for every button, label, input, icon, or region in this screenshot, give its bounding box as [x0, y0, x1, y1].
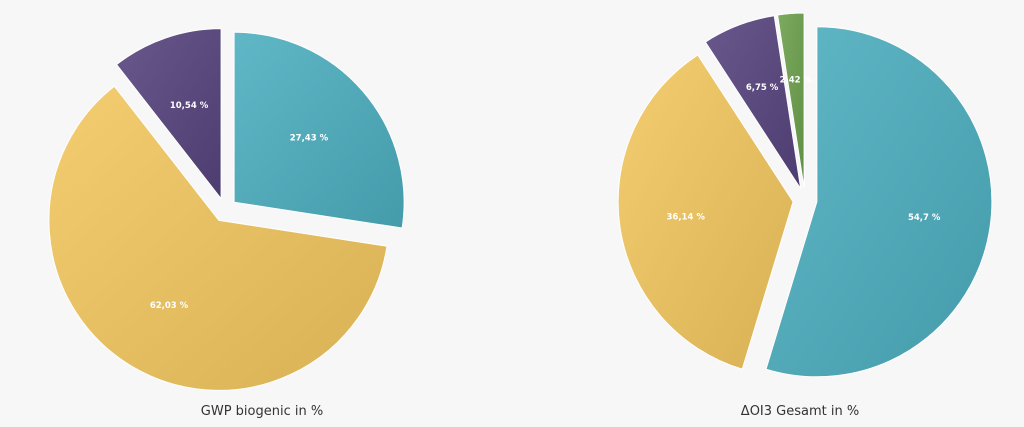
slice-label-1-3: 2,42 % [780, 75, 813, 85]
pie-slice-1-1 [617, 54, 794, 370]
pie-slice-0-2 [115, 28, 222, 201]
slice-label-0-1: 62,03 % [150, 301, 189, 311]
slice-label-0-2: 10,54 % [170, 101, 209, 111]
pie-slice-1-2 [704, 15, 802, 190]
pie-chart-oi3-gesamt: 54,7 % 36,14 % 6,75 %2,42 % [617, 12, 993, 378]
chart-title-oi3-gesamt: ΔOI3 Gesamt in % [740, 404, 860, 419]
pie-chart-gwp-biogenic: 27,43 % 62,03 % 10,54 % [48, 28, 405, 391]
pie-slice-0-1 [48, 85, 388, 391]
pie-slice-1-0 [765, 26, 993, 378]
slice-label-1-2: 6,75 % [746, 83, 779, 93]
slice-label-0-0: 27,43 % [290, 133, 329, 143]
pie-slice-0-0 [233, 31, 405, 229]
slice-label-1-0: 54,7 % [908, 213, 941, 223]
pie-slice-1-3 [777, 12, 805, 189]
slice-label-1-1: 36,14 % [667, 212, 706, 222]
chart-title-gwp-biogenic: GWP biogenic in % [200, 404, 324, 419]
